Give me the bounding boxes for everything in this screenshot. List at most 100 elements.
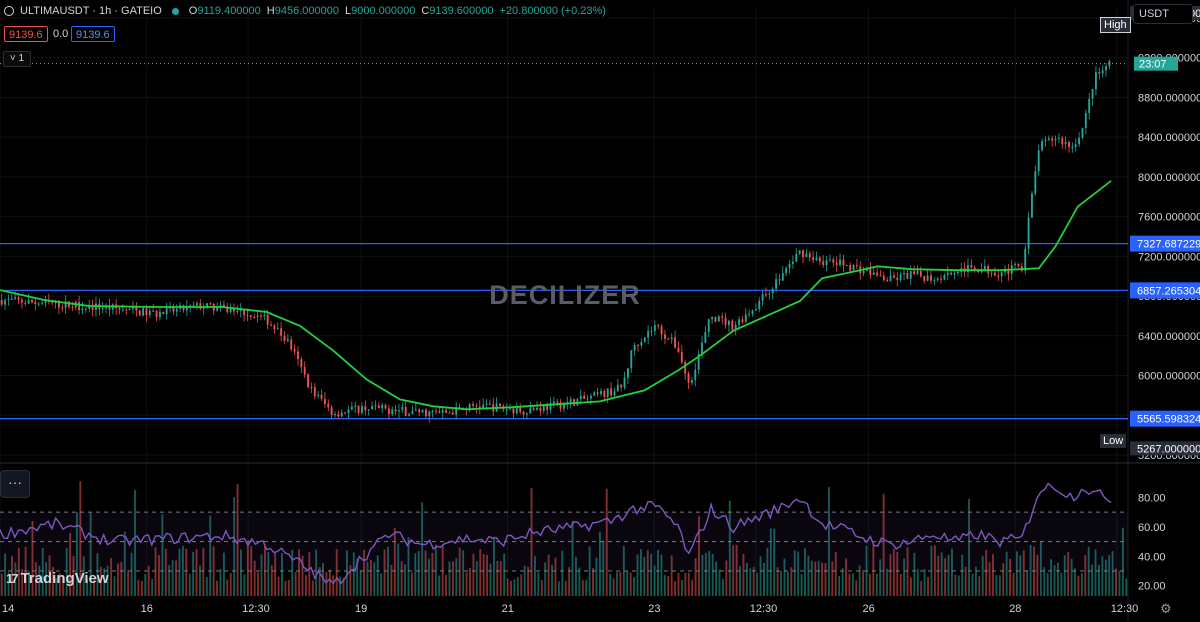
candle-body: [7, 298, 10, 301]
candle-body: [24, 302, 27, 304]
candle-body: [704, 332, 707, 343]
candle-body: [135, 307, 138, 311]
candle-body: [4, 300, 6, 305]
volume-bar: [735, 544, 738, 596]
volume-bar: [414, 553, 417, 596]
volume-bar: [1019, 555, 1022, 596]
volume-bar: [581, 580, 584, 596]
volume-bar: [390, 564, 393, 596]
volume-bar: [633, 577, 636, 596]
volume-bar: [116, 563, 119, 596]
candle-body: [138, 310, 141, 316]
volume-bar: [62, 576, 65, 596]
candle-body: [158, 311, 161, 318]
candle-body: [209, 303, 212, 305]
volume-bar: [609, 573, 612, 596]
low-value-tag: [1130, 441, 1200, 456]
volume-bar: [503, 553, 506, 596]
candle-body: [829, 259, 831, 261]
volume-bar: [28, 571, 30, 596]
candle-body: [1068, 141, 1070, 147]
open-label: O: [188, 5, 198, 17]
candle-body: [142, 308, 145, 316]
candle-body: [313, 387, 316, 397]
candle-body: [398, 410, 400, 412]
volume-bar: [58, 573, 61, 596]
candle-body: [1027, 217, 1030, 249]
volume-bar: [72, 555, 75, 596]
candle-body: [596, 392, 599, 394]
volume-bar: [684, 572, 687, 596]
candle-body: [1101, 70, 1104, 74]
candle-body: [239, 309, 242, 312]
candle-body: [334, 413, 336, 415]
candle-body: [525, 413, 528, 415]
candle-body: [1088, 98, 1091, 114]
candle-body: [71, 306, 74, 308]
candle-body: [687, 373, 690, 383]
volume-bar: [38, 565, 41, 596]
candle-body: [690, 380, 693, 383]
volume-bar: [933, 545, 936, 596]
candle-body: [919, 271, 922, 277]
volume-bar: [178, 548, 181, 596]
candle-body: [798, 250, 801, 254]
buy-button[interactable]: 9139.6: [71, 26, 115, 42]
volume-bar: [219, 569, 222, 596]
tradingview-logo[interactable]: 17 TradingView: [6, 570, 109, 587]
candle-body: [509, 408, 512, 410]
volume-bar: [171, 560, 174, 596]
symbol-title[interactable]: ULTIMAUSDT · 1h · GATEIO: [20, 5, 162, 17]
candle-body: [613, 391, 616, 396]
volume-bar: [906, 547, 909, 596]
candle-body: [866, 269, 868, 271]
candle-body: [1094, 72, 1097, 90]
time-tick-label: 12:30: [1111, 603, 1139, 615]
volume-bar: [564, 580, 567, 596]
candle-body: [108, 305, 111, 310]
volume-bar: [892, 548, 895, 596]
candle-body: [216, 307, 219, 311]
candle-body: [653, 325, 656, 331]
candle-body: [259, 315, 262, 317]
candle-body: [785, 268, 788, 274]
indicators-collapse-button[interactable]: ˅ 1: [3, 51, 31, 67]
candle-body: [196, 303, 198, 306]
volume-bar: [790, 567, 793, 596]
candle-body: [243, 309, 246, 316]
candle-body: [394, 409, 397, 412]
candle-body: [377, 405, 380, 409]
volume-bar: [899, 573, 902, 596]
volume-bar: [192, 551, 195, 596]
volume-bar: [82, 556, 85, 596]
volume-bar: [913, 552, 916, 596]
candle-body: [347, 409, 350, 413]
candle-body: [886, 279, 889, 281]
candle-body: [455, 406, 458, 415]
candle-body: [229, 308, 232, 313]
settings-gear-icon[interactable]: ⚙: [1160, 601, 1172, 616]
candle-body: [765, 294, 767, 296]
spread-value: 0.0: [53, 28, 69, 40]
sell-button[interactable]: 9139.6: [4, 26, 48, 42]
candle-body: [758, 300, 761, 310]
candle-body: [542, 405, 545, 411]
candle-body: [879, 275, 882, 277]
volume-bar: [923, 569, 926, 596]
volume-bar: [158, 554, 160, 596]
candle-body: [1078, 137, 1081, 145]
candle-body: [233, 308, 235, 312]
volume-bar: [79, 481, 82, 596]
volume-bar: [469, 567, 471, 596]
more-options-button[interactable]: ···: [0, 470, 30, 498]
volume-bar: [1026, 570, 1029, 596]
candle-body: [1081, 128, 1084, 138]
candle-body: [17, 297, 20, 300]
volume-bar: [1098, 564, 1100, 596]
candle-body: [468, 404, 471, 411]
candle-body: [78, 302, 81, 311]
last-price-countdown: 23:07: [1139, 59, 1167, 71]
currency-select[interactable]: USDT: [1133, 4, 1193, 24]
price-tick-label: 8800.000000: [1138, 92, 1200, 104]
